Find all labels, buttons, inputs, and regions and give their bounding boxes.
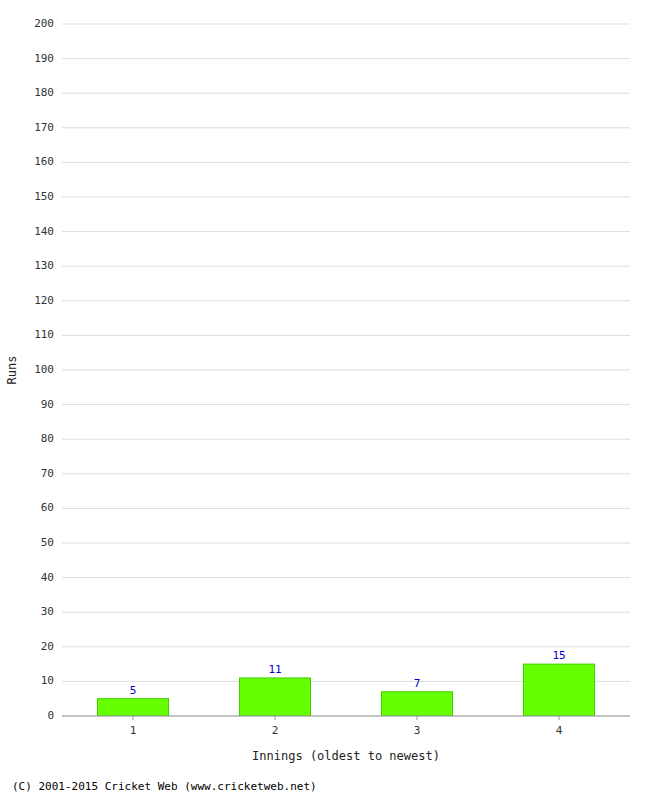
data-label: 15	[552, 649, 565, 662]
x-tick	[417, 716, 418, 720]
grid-line	[62, 543, 630, 544]
grid-line	[62, 370, 630, 371]
y-tick-label: 130	[34, 259, 54, 272]
y-tick-label: 50	[41, 536, 54, 549]
grid-line	[62, 646, 630, 647]
data-labels: 5 11 7 15	[130, 649, 566, 697]
grid-line	[62, 24, 630, 25]
y-tick-label: 200	[34, 17, 54, 30]
x-tick-label: 4	[556, 724, 563, 737]
chart: 0 10 20 30 40 50 60 70 80 90 100 110 120 130 140 150 160…	[0, 0, 650, 800]
bar	[524, 664, 595, 716]
chart-container: 0 10 20 30 40 50 60 70 80 90 100 110 120 130 140 150 160…	[0, 0, 650, 800]
grid-line	[62, 162, 630, 163]
grid	[62, 24, 630, 716]
x-tick-label: 2	[272, 724, 279, 737]
grid-line	[62, 197, 630, 198]
data-label: 7	[414, 677, 421, 690]
data-label: 11	[268, 663, 281, 676]
bar	[98, 699, 169, 716]
y-tick-label: 0	[47, 709, 54, 722]
x-tick	[559, 716, 560, 720]
grid-line	[62, 58, 630, 59]
y-tick-label: 80	[41, 432, 54, 445]
x-tick	[133, 716, 134, 720]
y-tick-label: 120	[34, 294, 54, 307]
y-axis-label: Runs	[5, 356, 19, 385]
x-axis-line	[62, 716, 630, 717]
x-axis: 1 2 3 4	[62, 716, 630, 737]
y-tick-label: 100	[34, 363, 54, 376]
y-tick-label: 10	[41, 674, 54, 687]
grid-line	[62, 266, 630, 267]
y-tick-label: 30	[41, 605, 54, 618]
y-tick-label: 140	[34, 225, 54, 238]
y-tick-label: 180	[34, 86, 54, 99]
x-tick-label: 1	[130, 724, 137, 737]
y-tick-label: 190	[34, 52, 54, 65]
grid-line	[62, 508, 630, 509]
grid-line	[62, 93, 630, 94]
bar	[240, 678, 311, 716]
y-tick-label: 20	[41, 640, 54, 653]
grid-line	[62, 577, 630, 578]
y-tick-label: 170	[34, 121, 54, 134]
grid-line	[62, 439, 630, 440]
y-tick-label: 70	[41, 467, 54, 480]
y-tick-label: 150	[34, 190, 54, 203]
bar	[382, 692, 453, 716]
grid-line	[62, 300, 630, 301]
grid-line	[62, 127, 630, 128]
footnote: (C) 2001-2015 Cricket Web (www.cricketwe…	[12, 780, 317, 793]
y-axis: 0 10 20 30 40 50 60 70 80 90 100 110 120 130 140 150 160…	[34, 17, 54, 722]
data-label: 5	[130, 684, 137, 697]
grid-line	[62, 335, 630, 336]
y-tick-label: 110	[34, 328, 54, 341]
grid-line	[62, 473, 630, 474]
grid-line	[62, 716, 630, 717]
y-tick-label: 40	[41, 571, 54, 584]
y-tick-label: 90	[41, 398, 54, 411]
x-axis-label: Innings (oldest to newest)	[252, 749, 440, 763]
grid-line	[62, 404, 630, 405]
y-tick-label: 160	[34, 155, 54, 168]
grid-line	[62, 231, 630, 232]
x-tick-label: 3	[414, 724, 421, 737]
x-tick	[275, 716, 276, 720]
y-tick-label: 60	[41, 501, 54, 514]
grid-line	[62, 612, 630, 613]
bars	[98, 664, 595, 716]
